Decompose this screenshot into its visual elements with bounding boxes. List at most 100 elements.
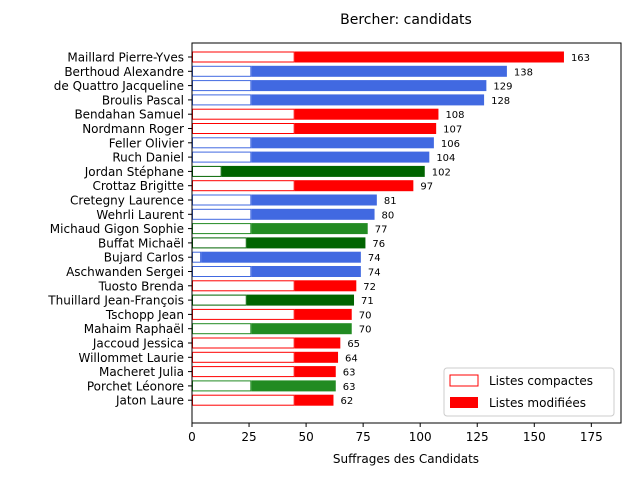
bar-compactes-8 xyxy=(192,165,222,177)
bar-modifiees-15 xyxy=(251,266,361,277)
bar-compactes-18 xyxy=(192,308,295,320)
chart-title: Bercher: candidats xyxy=(340,12,472,28)
bar-modifiees-24 xyxy=(294,394,334,406)
y-tick-label: Nordmann Roger xyxy=(82,122,184,136)
y-tick-label: de Quattro Jacqueline xyxy=(54,79,184,93)
value-label: 72 xyxy=(363,282,376,293)
x-tick-label: 75 xyxy=(356,430,371,444)
bar-modifiees-22 xyxy=(294,366,336,378)
bar-modifiees-12 xyxy=(251,223,368,235)
legend-label-compactes: Listes compactes xyxy=(489,374,593,388)
y-tick-label: Porchet Léonore xyxy=(87,379,184,393)
y-tick-label: Feller Olivier xyxy=(109,136,184,150)
bar-compactes-10 xyxy=(192,194,252,206)
x-tick-label: 25 xyxy=(241,430,256,444)
bar-modifiees-13 xyxy=(246,237,366,249)
value-label: 108 xyxy=(445,110,464,121)
y-tick-label: Jordan Stéphane xyxy=(84,165,184,179)
value-label: 77 xyxy=(375,225,388,236)
plot-frame xyxy=(191,42,622,424)
bar-modifiees-9 xyxy=(294,180,414,192)
x-tick-label: 125 xyxy=(466,430,489,444)
x-tick-label: 175 xyxy=(580,430,603,444)
y-tick-label: Maillard Pierre-Yves xyxy=(67,51,184,65)
legend-label-modifiees: Listes modifiées xyxy=(489,396,586,410)
y-tick-label: Macheret Julia xyxy=(99,365,184,379)
bar-compactes-12 xyxy=(192,223,252,235)
bar-compactes-6 xyxy=(192,137,252,149)
bar-compactes-17 xyxy=(192,294,247,306)
bar-modifiees-17 xyxy=(246,294,355,306)
bar-compactes-20 xyxy=(192,337,295,349)
bar-compactes-2 xyxy=(192,80,252,92)
x-tick-label: 100 xyxy=(409,430,432,444)
bar-modifiees-1 xyxy=(251,65,507,77)
value-label: 76 xyxy=(372,239,385,250)
y-tick-label: Mahaim Raphaël xyxy=(84,322,184,336)
bar-compactes-7 xyxy=(192,151,252,163)
y-tick-label: Jaton Laure xyxy=(115,394,184,408)
bar-modifiees-16 xyxy=(294,280,357,292)
value-label: 129 xyxy=(493,82,512,93)
bar-modifiees-18 xyxy=(294,308,352,320)
x-tick-label: 150 xyxy=(523,430,546,444)
y-tick-label: Berthoud Alexandre xyxy=(64,65,184,79)
bar-compactes-21 xyxy=(192,351,295,363)
y-tick-label: Jaccoud Jessica xyxy=(92,337,184,351)
y-tick-label: Ruch Daniel xyxy=(112,151,184,165)
value-label: 63 xyxy=(343,382,356,393)
bar-compactes-4 xyxy=(192,108,295,120)
bar-modifiees-10 xyxy=(251,194,377,206)
bar-modifiees-4 xyxy=(294,108,439,120)
bar-compactes-16 xyxy=(192,280,295,292)
value-label: 71 xyxy=(361,296,374,307)
bar-modifiees-11 xyxy=(251,208,375,220)
x-axis-ticks: 0 25 50 75 100 125 150 175 xyxy=(188,423,603,444)
bar-compactes-1 xyxy=(192,65,252,77)
y-tick-label: Bendahan Samuel xyxy=(74,108,184,122)
y-tick-label: Bujard Carlos xyxy=(104,251,184,265)
value-label: 70 xyxy=(359,310,372,321)
bar-modifiees-19 xyxy=(251,323,352,335)
bar-compactes-3 xyxy=(192,94,252,106)
y-tick-label: Michaud Gigon Sophie xyxy=(50,222,184,236)
value-label: 106 xyxy=(441,139,460,150)
bar-compactes-11 xyxy=(192,208,252,220)
bar-modifiees-7 xyxy=(251,151,430,163)
value-label: 102 xyxy=(432,167,451,178)
y-tick-label: Thuillard Jean-François xyxy=(47,294,184,308)
bar-compactes-14 xyxy=(192,251,202,263)
legend: Listes compactes Listes modifiées xyxy=(443,367,615,417)
value-label: 80 xyxy=(382,210,395,221)
value-label: 62 xyxy=(340,396,353,407)
bar-compactes-23 xyxy=(192,380,252,392)
value-label: 74 xyxy=(368,253,381,264)
x-tick-label: 0 xyxy=(188,430,196,444)
y-tick-label: Broulis Pascal xyxy=(102,93,184,107)
y-tick-label: Willommet Laurie xyxy=(78,351,184,365)
value-label: 74 xyxy=(368,268,381,279)
value-label: 163 xyxy=(571,53,590,64)
x-axis-label: Suffrages des Candidats xyxy=(333,452,479,466)
bar-modifiees-6 xyxy=(251,137,434,149)
y-tick-label: Crottaz Brigitte xyxy=(92,179,184,193)
value-label: 138 xyxy=(514,67,533,78)
value-label: 65 xyxy=(347,339,360,350)
bar-compactes-0 xyxy=(192,51,295,63)
bar-compactes-13 xyxy=(192,237,247,249)
bar-compactes-22 xyxy=(192,366,295,378)
value-label: 128 xyxy=(491,96,510,107)
bar-modifiees-0 xyxy=(294,51,564,63)
y-tick-label: Wehrli Laurent xyxy=(96,208,184,222)
value-label: 64 xyxy=(345,353,358,364)
bar-modifiees-5 xyxy=(294,123,437,134)
y-tick-label: Aschwanden Sergei xyxy=(66,265,184,279)
bar-compactes-9 xyxy=(192,180,295,192)
legend-box xyxy=(443,367,615,417)
y-tick-label: Buffat Michaël xyxy=(98,236,184,250)
value-label: 63 xyxy=(343,368,356,379)
legend-swatch-modifiees xyxy=(450,397,478,408)
